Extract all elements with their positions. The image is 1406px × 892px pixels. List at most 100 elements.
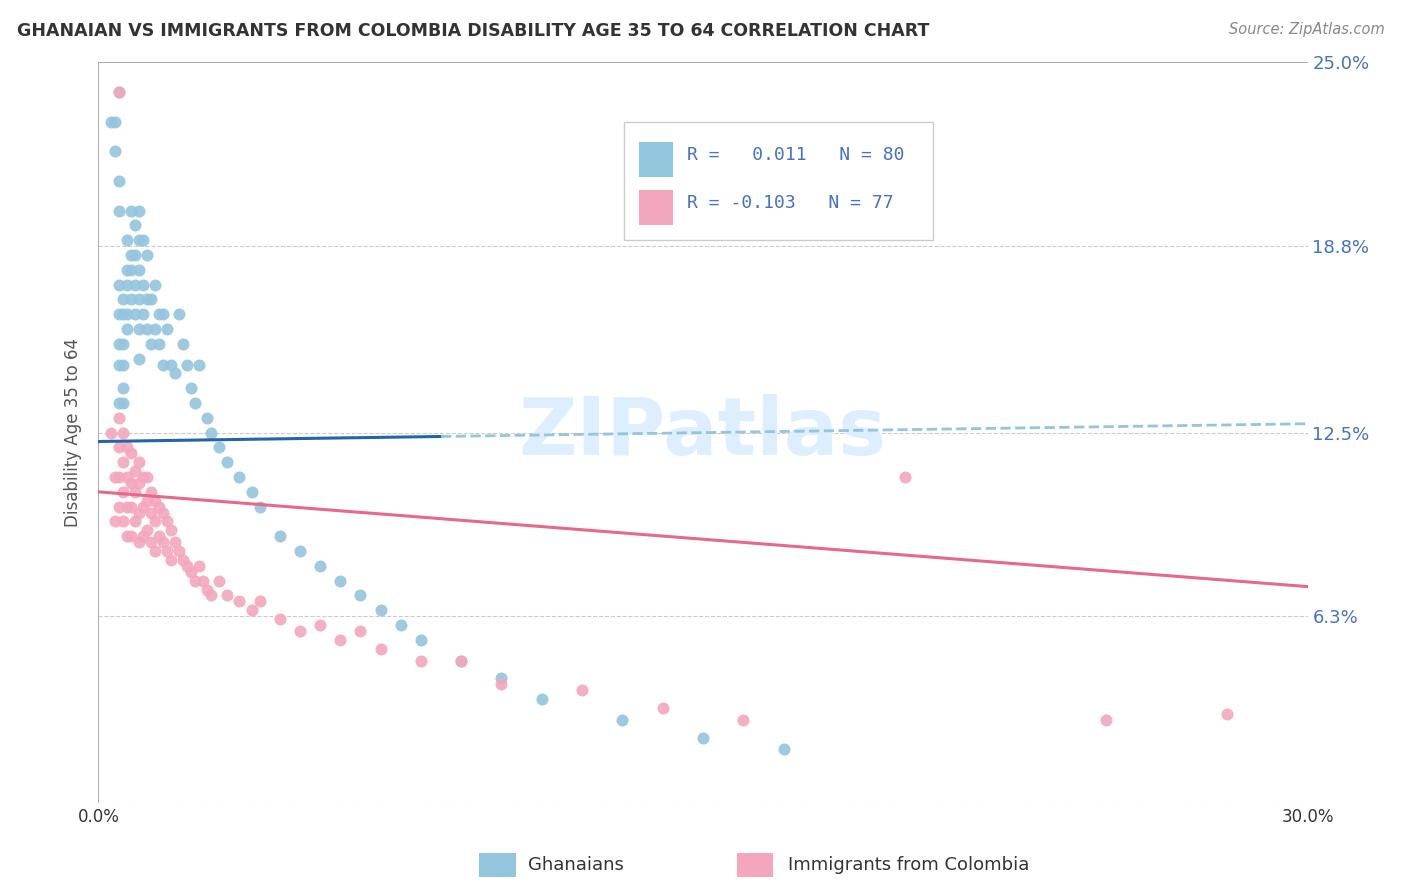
- Point: [156, 322, 179, 336]
- Point: [188, 558, 211, 573]
- Text: Source: ZipAtlas.com: Source: ZipAtlas.com: [1229, 22, 1385, 37]
- Point: [124, 484, 146, 499]
- Point: [148, 500, 170, 514]
- Point: [143, 277, 166, 292]
- Point: [111, 396, 134, 410]
- Point: [163, 367, 186, 381]
- Point: [139, 535, 162, 549]
- FancyBboxPatch shape: [638, 142, 673, 178]
- Point: [309, 618, 332, 632]
- Point: [180, 381, 202, 395]
- Point: [124, 219, 146, 233]
- Point: [111, 381, 134, 395]
- Point: [100, 425, 122, 440]
- Point: [160, 524, 183, 538]
- Point: [180, 565, 202, 579]
- Point: [128, 233, 150, 247]
- Point: [217, 455, 239, 469]
- Point: [128, 293, 150, 307]
- Point: [152, 535, 174, 549]
- Point: [156, 544, 179, 558]
- Point: [163, 535, 186, 549]
- Point: [115, 322, 138, 336]
- Point: [240, 603, 263, 617]
- Point: [107, 336, 129, 351]
- Point: [172, 336, 194, 351]
- Point: [132, 470, 155, 484]
- Point: [139, 484, 162, 499]
- Point: [111, 358, 134, 372]
- Text: R = -0.103   N = 77: R = -0.103 N = 77: [688, 194, 894, 212]
- Point: [160, 553, 183, 567]
- Point: [111, 307, 134, 321]
- FancyBboxPatch shape: [624, 121, 932, 240]
- Point: [148, 336, 170, 351]
- Point: [349, 589, 371, 603]
- Point: [115, 233, 138, 247]
- Point: [132, 307, 155, 321]
- Point: [370, 641, 392, 656]
- Text: Immigrants from Colombia: Immigrants from Colombia: [787, 856, 1029, 874]
- Point: [132, 500, 155, 514]
- Point: [1216, 706, 1239, 721]
- Text: Ghanaians: Ghanaians: [527, 856, 623, 874]
- Point: [217, 589, 239, 603]
- Point: [195, 410, 218, 425]
- Point: [107, 441, 129, 455]
- Point: [111, 336, 134, 351]
- Point: [143, 544, 166, 558]
- FancyBboxPatch shape: [479, 853, 516, 877]
- Point: [208, 441, 231, 455]
- Point: [107, 85, 129, 99]
- Text: ZIPatlas: ZIPatlas: [519, 393, 887, 472]
- Point: [120, 262, 142, 277]
- Point: [167, 307, 190, 321]
- Point: [111, 293, 134, 307]
- Point: [107, 277, 129, 292]
- Point: [107, 500, 129, 514]
- Point: [107, 358, 129, 372]
- Point: [111, 425, 134, 440]
- Point: [167, 544, 190, 558]
- Point: [160, 358, 183, 372]
- Point: [349, 624, 371, 638]
- Point: [288, 544, 311, 558]
- Y-axis label: Disability Age 35 to 64: Disability Age 35 to 64: [65, 338, 83, 527]
- Point: [450, 654, 472, 668]
- Point: [143, 322, 166, 336]
- Point: [135, 524, 157, 538]
- Point: [115, 470, 138, 484]
- Point: [139, 336, 162, 351]
- Point: [115, 500, 138, 514]
- Point: [370, 603, 392, 617]
- Point: [103, 470, 125, 484]
- Point: [143, 493, 166, 508]
- Point: [107, 470, 129, 484]
- FancyBboxPatch shape: [638, 190, 673, 226]
- Point: [269, 529, 291, 543]
- Point: [184, 574, 207, 588]
- Point: [120, 293, 142, 307]
- Point: [269, 612, 291, 626]
- FancyBboxPatch shape: [737, 853, 773, 877]
- Point: [733, 713, 755, 727]
- Point: [612, 713, 634, 727]
- Point: [107, 203, 129, 218]
- Point: [115, 441, 138, 455]
- Point: [111, 515, 134, 529]
- Point: [329, 574, 352, 588]
- Point: [128, 351, 150, 366]
- Point: [128, 322, 150, 336]
- Point: [208, 574, 231, 588]
- Point: [107, 307, 129, 321]
- Point: [132, 277, 155, 292]
- Point: [288, 624, 311, 638]
- Point: [530, 692, 553, 706]
- Point: [249, 500, 271, 514]
- Point: [128, 535, 150, 549]
- Point: [450, 654, 472, 668]
- Point: [115, 529, 138, 543]
- Point: [120, 446, 142, 460]
- Point: [228, 594, 250, 608]
- Point: [107, 396, 129, 410]
